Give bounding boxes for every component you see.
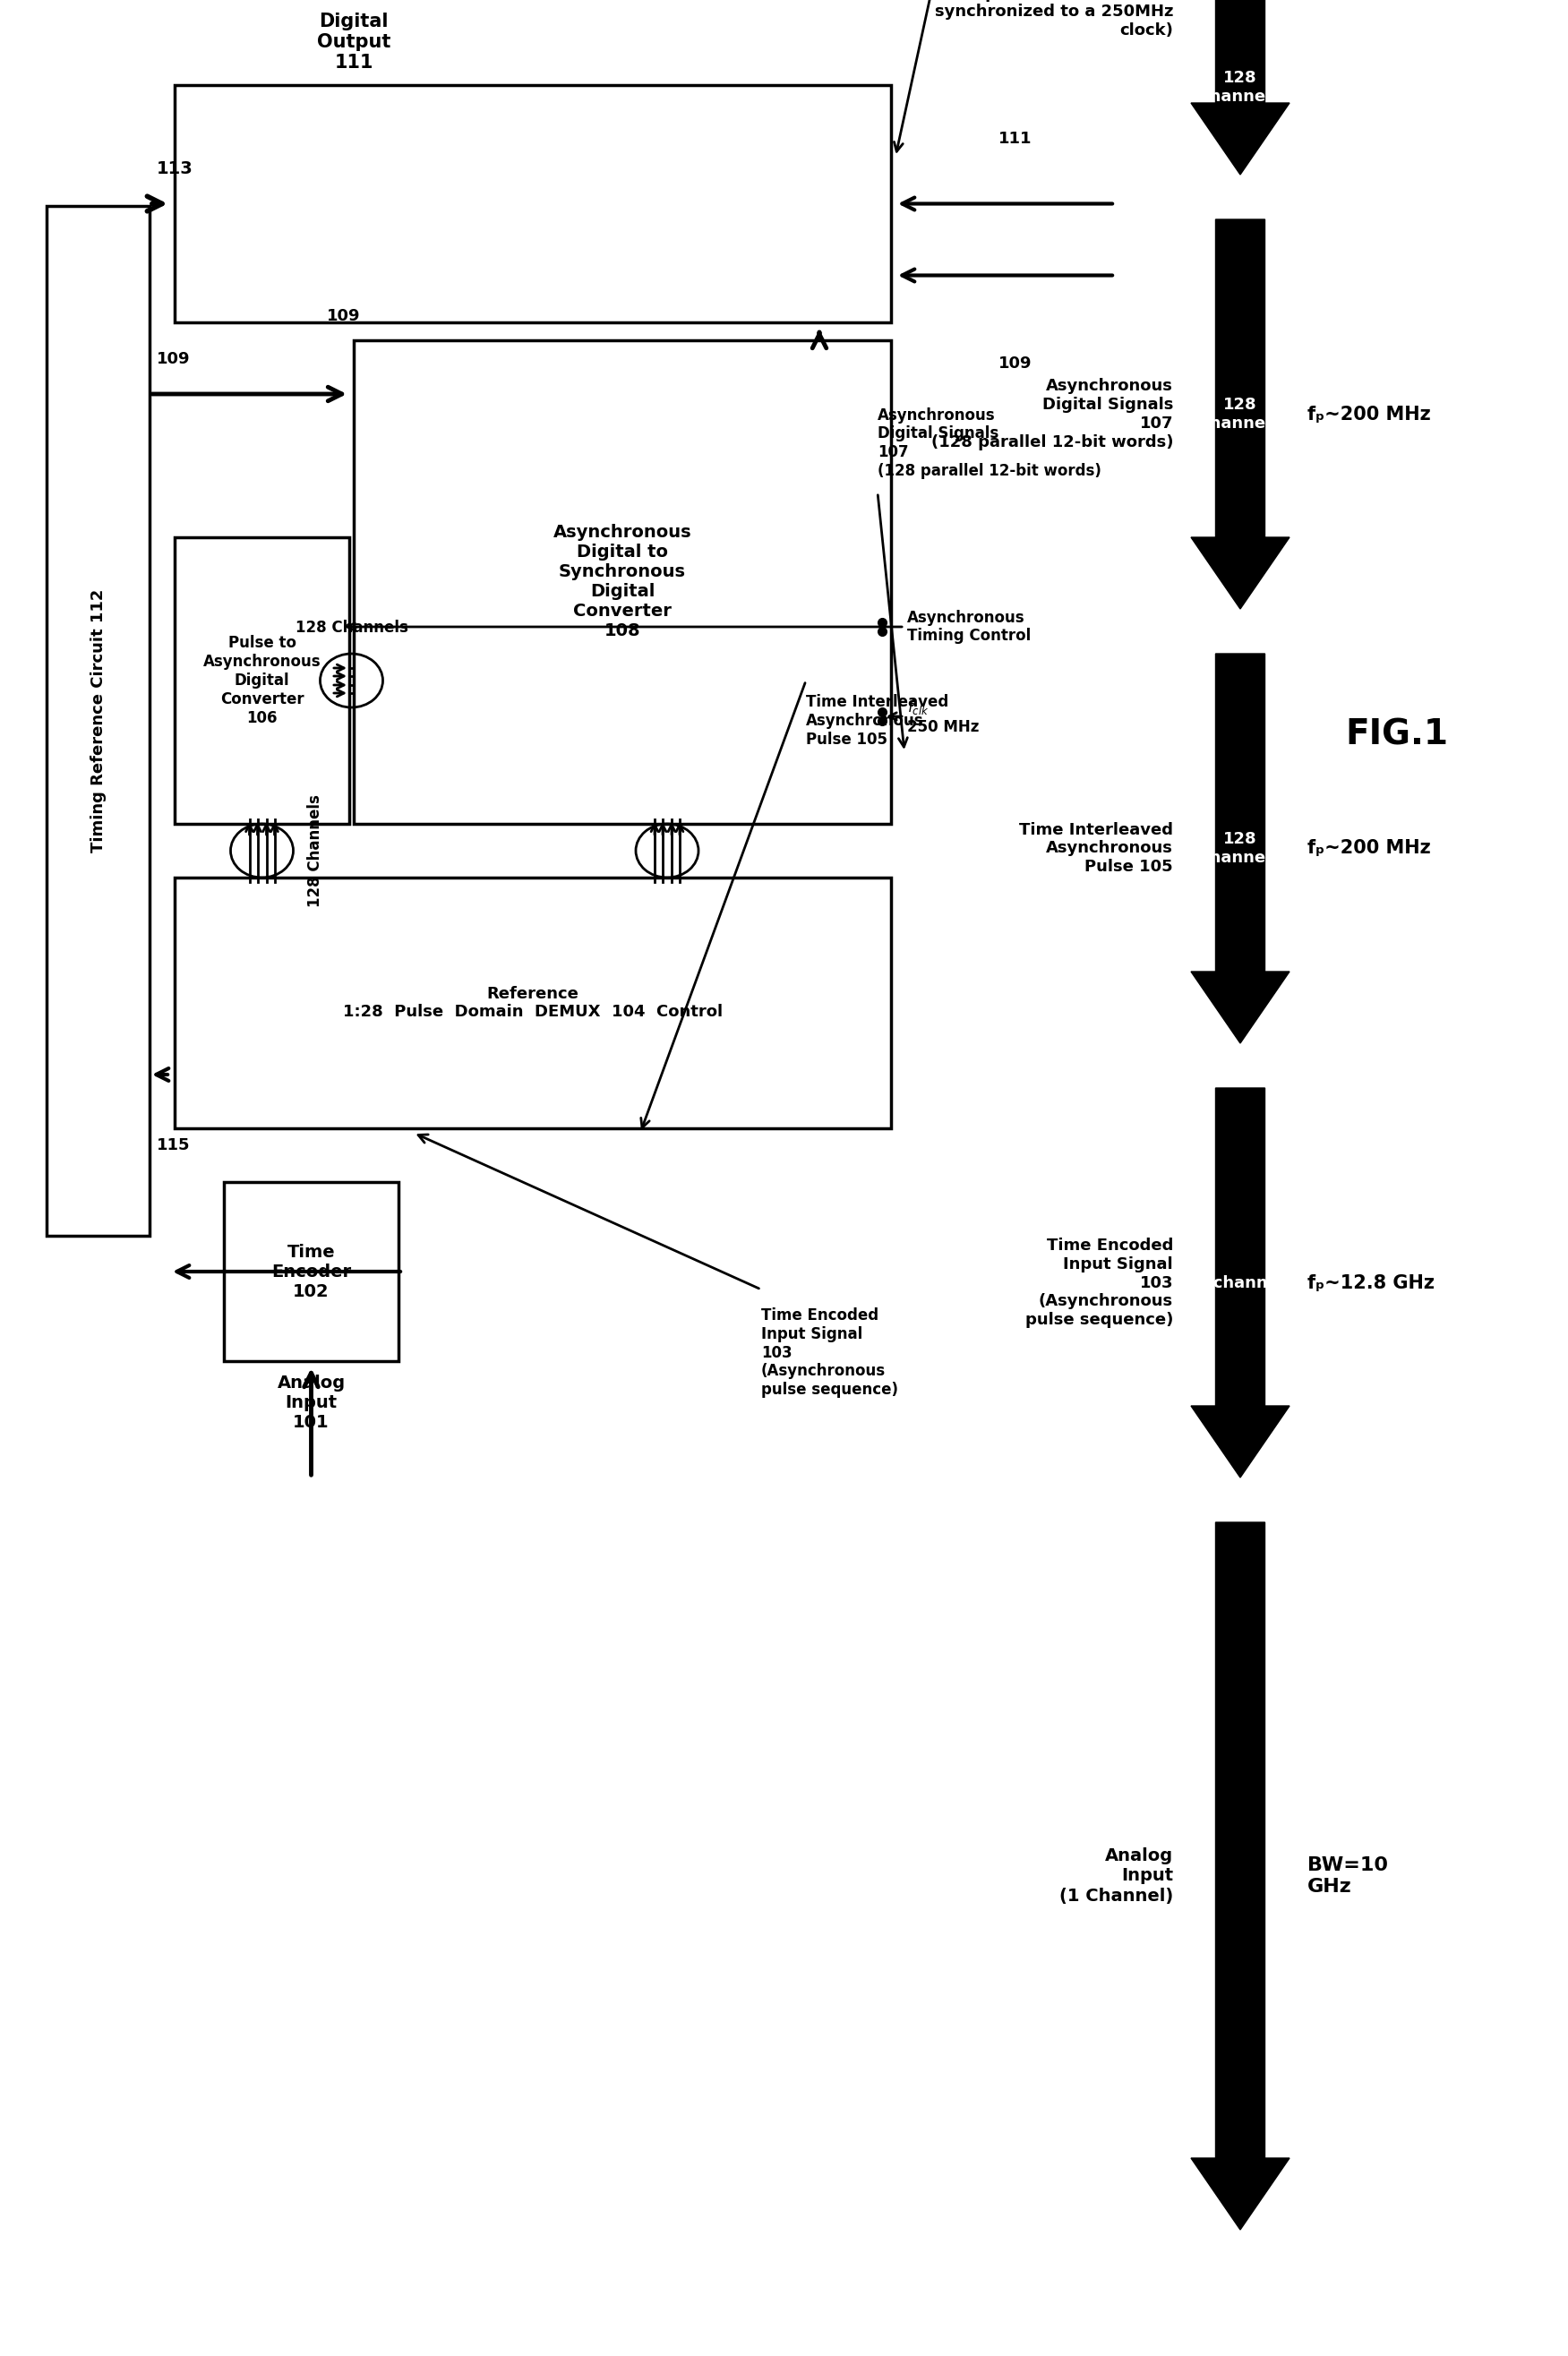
Text: Time Encoded
Input Signal
103
(Asynchronous
pulse sequence): Time Encoded Input Signal 103 (Asynchron… <box>760 1308 898 1397</box>
Text: Timing Reference Circuit 112: Timing Reference Circuit 112 <box>89 589 107 853</box>
Text: fₚ~200 MHz: fₚ~200 MHz <box>1308 839 1430 858</box>
Text: BW=10
GHz: BW=10 GHz <box>1308 1857 1388 1894</box>
Text: Digital
Output
111: Digital Output 111 <box>317 12 390 71</box>
Text: fₚ~12.8 GHz: fₚ~12.8 GHz <box>1308 1275 1435 1291</box>
Text: 109: 109 <box>157 351 190 368</box>
Text: Time
Encoder
102: Time Encoder 102 <box>271 1244 351 1301</box>
Text: 109: 109 <box>999 356 1032 372</box>
Polygon shape <box>1192 1522 1289 2229</box>
Text: fₚ~200 MHz: fₚ~200 MHz <box>1308 405 1430 424</box>
Text: Analog
Input
101: Analog Input 101 <box>278 1374 345 1430</box>
Text: Asynchronous
Digital to
Synchronous
Digital
Converter
108: Asynchronous Digital to Synchronous Digi… <box>554 525 691 641</box>
Text: Pulse to
Asynchronous
Digital
Converter
106: Pulse to Asynchronous Digital Converter … <box>202 636 321 726</box>
Text: 128
channels: 128 channels <box>1200 71 1281 104</box>
Text: Analog
Input
(1 Channel): Analog Input (1 Channel) <box>1058 1847 1173 1904</box>
Polygon shape <box>1192 1088 1289 1477</box>
Polygon shape <box>1192 0 1289 174</box>
Text: Asynchronous
Timing Control: Asynchronous Timing Control <box>908 610 1030 643</box>
Text: 128
channels: 128 channels <box>1200 832 1281 867</box>
Text: 1 channel: 1 channel <box>1196 1275 1284 1291</box>
Text: Reference
1:28  Pulse  Domain  DEMUX  104  Control: Reference 1:28 Pulse Domain DEMUX 104 Co… <box>343 985 723 1020</box>
FancyBboxPatch shape <box>224 1183 398 1362</box>
FancyBboxPatch shape <box>174 537 350 825</box>
Text: 128 Channels: 128 Channels <box>295 620 408 636</box>
Text: FIG.1: FIG.1 <box>1345 716 1449 752</box>
Text: 109: 109 <box>326 309 361 325</box>
Text: Asynchronous
Digital Signals
107
(128 parallel 12-bit words): Asynchronous Digital Signals 107 (128 pa… <box>931 379 1173 450</box>
Text: 111: 111 <box>999 130 1032 146</box>
Text: 115: 115 <box>157 1138 190 1154</box>
Text: Time Interleaved
Asynchronous
Pulse 105: Time Interleaved Asynchronous Pulse 105 <box>1019 822 1173 874</box>
Text: 113: 113 <box>157 160 193 177</box>
Text: Time Encoded
Input Signal
103
(Asynchronous
pulse sequence): Time Encoded Input Signal 103 (Asynchron… <box>1025 1237 1173 1329</box>
Text: $f_{clk}$
250 MHz: $f_{clk}$ 250 MHz <box>908 697 978 735</box>
Polygon shape <box>1192 653 1289 1044</box>
FancyBboxPatch shape <box>47 205 149 1237</box>
FancyBboxPatch shape <box>354 339 891 825</box>
FancyBboxPatch shape <box>174 85 891 323</box>
Text: Asynchronous
Digital Signals
107
(128 parallel 12-bit words): Asynchronous Digital Signals 107 (128 pa… <box>878 408 1101 478</box>
Text: Time Interleaved
Asynchronous
Pulse 105: Time Interleaved Asynchronous Pulse 105 <box>806 695 949 747</box>
Text: 128
channels: 128 channels <box>1200 396 1281 431</box>
Text: 128 Channels: 128 Channels <box>307 794 323 907</box>
FancyBboxPatch shape <box>174 876 891 1129</box>
Polygon shape <box>1192 219 1289 608</box>
Text: Synchronous Digital
Signal 109, 111
(128 parallel 12-bit words
synchronized to a: Synchronous Digital Signal 109, 111 (128… <box>935 0 1173 38</box>
